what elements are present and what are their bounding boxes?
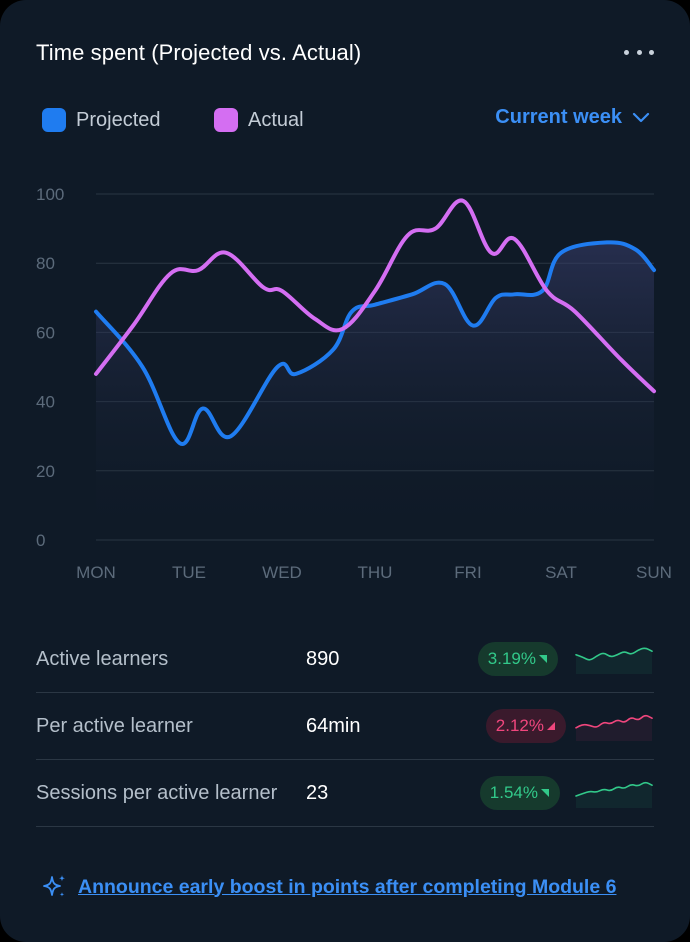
period-value: Current week — [495, 106, 622, 128]
projected-area — [96, 242, 654, 541]
y-tick-label: 100 — [36, 185, 64, 204]
x-tick-label: THU — [358, 563, 393, 582]
stat-label: Per active learner — [36, 715, 193, 737]
projected-line — [94, 240, 656, 446]
stat-value: 23 — [306, 782, 329, 804]
card-title: Time spent (Projected vs. Actual) — [36, 40, 362, 65]
sparkline — [575, 781, 653, 808]
change-value: 3.19% — [487, 649, 536, 668]
y-tick-label: 80 — [36, 254, 55, 273]
sparkline-area — [576, 715, 652, 741]
actual-swatch — [214, 108, 238, 132]
line-chart: 100 80 60 40 20 0 MON TUE WED THU FRI SAT SUN — [36, 185, 672, 582]
legend-actual: Actual — [214, 108, 304, 132]
table-row: Per active learner 64min 2.12% — [36, 693, 654, 760]
trend-down-icon — [547, 722, 555, 730]
sparkline — [575, 647, 653, 674]
x-tick-label: SAT — [545, 563, 577, 582]
announce-boost-link[interactable]: Announce early boost in points after com… — [42, 874, 616, 900]
sparkline-line — [575, 714, 653, 729]
x-tick-label: FRI — [454, 563, 481, 582]
trend-up-icon — [541, 789, 549, 797]
sparkline-area — [576, 648, 652, 674]
change-value: 1.54% — [489, 783, 538, 802]
sparkline-line — [575, 781, 653, 797]
change-badge: 1.54% — [479, 776, 560, 810]
actual-line — [94, 198, 656, 394]
period-dropdown[interactable]: Current week — [495, 106, 650, 129]
stats-table: Active learners 890 3.19% Per active lea… — [36, 626, 654, 827]
legend-actual-label: Actual — [248, 108, 304, 131]
sparkline-area — [576, 782, 652, 808]
more-horizontal-icon — [624, 49, 629, 55]
announce-boost-text: Announce early boost in points after com… — [78, 875, 617, 898]
y-tick-label: 0 — [36, 531, 45, 550]
stat-label: Active learners — [36, 648, 169, 670]
change-value: 2.12% — [495, 716, 544, 735]
sparkline-line — [575, 647, 653, 661]
y-tick-label: 40 — [36, 393, 55, 412]
stat-value: 890 — [306, 648, 340, 670]
stat-label: Sessions per active learner — [36, 782, 278, 804]
sparkline — [575, 714, 653, 741]
change-badge: 2.12% — [485, 709, 566, 743]
x-tick-label: WED — [262, 563, 302, 582]
projected-swatch — [42, 108, 66, 132]
x-tick-label: SUN — [636, 563, 672, 582]
legend-projected: Projected — [42, 108, 161, 132]
legend-projected-label: Projected — [76, 108, 161, 131]
chevron-down-icon — [632, 112, 650, 122]
table-row: Sessions per active learner 23 1.54% — [36, 760, 654, 827]
y-tick-label: 20 — [36, 462, 55, 481]
x-tick-label: TUE — [172, 563, 206, 582]
more-options-button[interactable] — [624, 40, 654, 64]
sparkle-icon — [43, 875, 65, 897]
table-row: Active learners 890 3.19% — [36, 626, 654, 693]
trend-up-icon — [539, 655, 547, 663]
change-badge: 3.19% — [477, 642, 558, 676]
stat-value: 64min — [306, 715, 361, 737]
x-tick-label: MON — [76, 563, 116, 582]
y-tick-label: 60 — [36, 323, 55, 342]
